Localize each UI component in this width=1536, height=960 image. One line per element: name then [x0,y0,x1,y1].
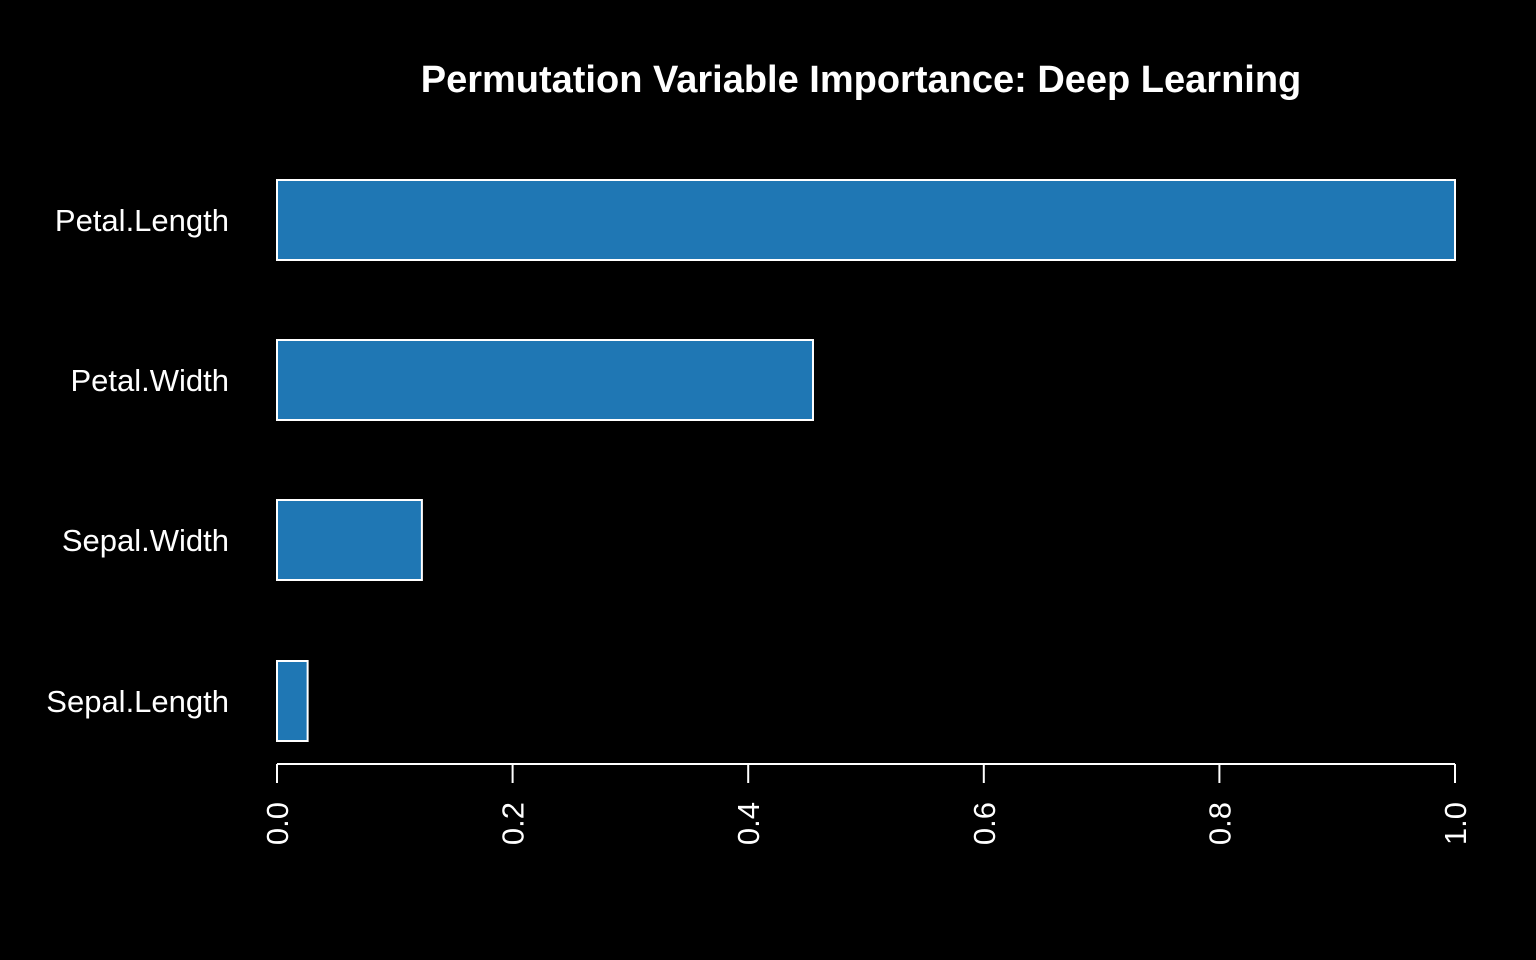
category-labels: Petal.Length Petal.Width Sepal.Width Sepal.… [46,203,229,719]
bar-petal-width [276,339,814,421]
category-label-sepal-width: Sepal.Width [62,523,229,558]
category-label-petal-length: Petal.Length [55,203,229,238]
x-tick-label: 1.0 [1438,802,1473,845]
category-label-petal-width: Petal.Width [70,363,229,398]
x-tick-label: 0.4 [731,802,766,845]
x-tick-label: 0.0 [260,802,295,845]
x-tick-label: 0.2 [496,802,531,845]
bar-petal-length [276,179,1456,261]
x-axis: 0.0 0.2 0.4 0.6 0.8 1.0 [260,763,1473,845]
category-label-sepal-length: Sepal.Length [46,684,229,719]
x-tick-label: 0.8 [1202,802,1237,845]
bar-sepal-width [276,499,423,581]
bars-group [276,179,1456,742]
chart-title: Permutation Variable Importance: Deep Le… [421,59,1302,101]
x-tick-label: 0.6 [967,802,1002,845]
bar-sepal-length [276,660,309,742]
